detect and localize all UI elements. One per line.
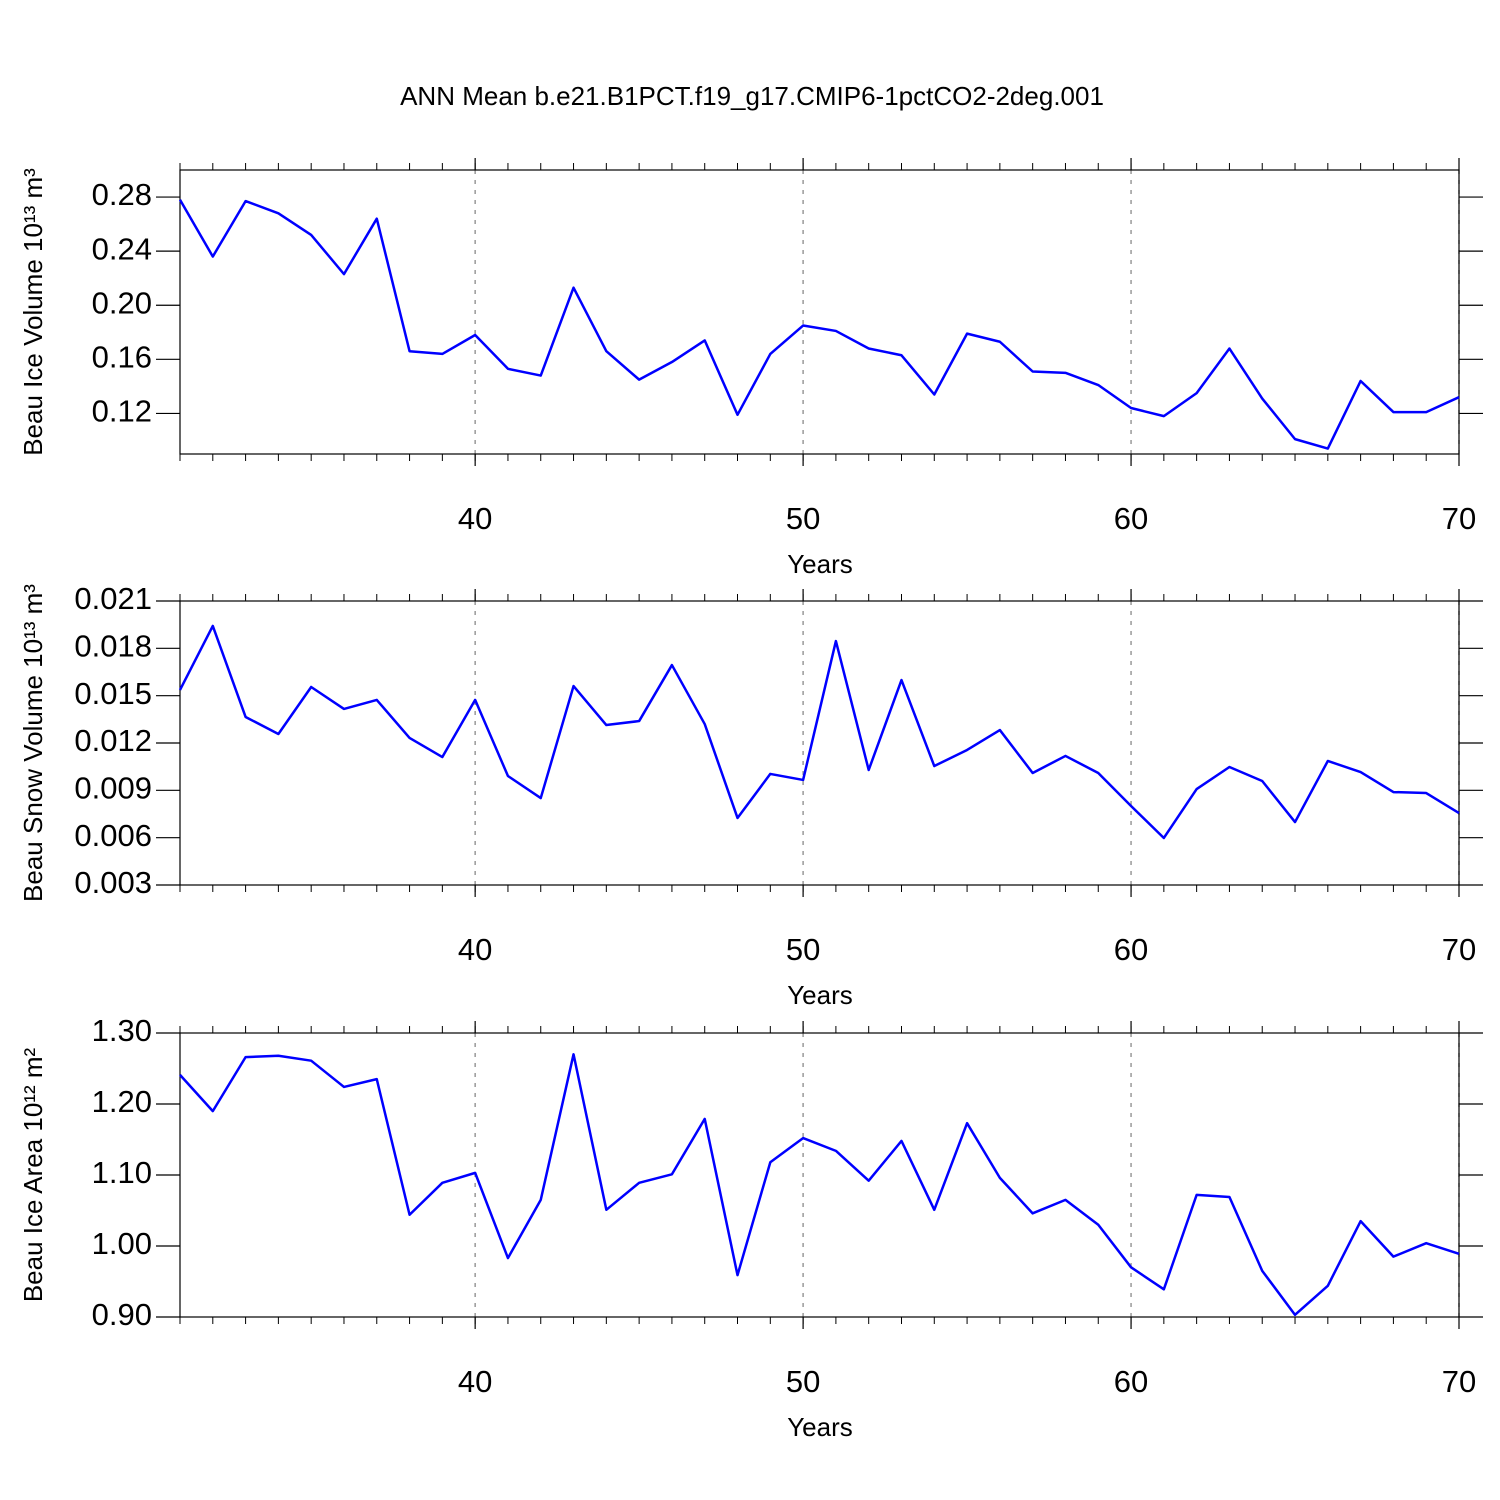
y-tick-label: 0.015	[74, 676, 152, 711]
y-tick-label: 0.009	[74, 771, 152, 806]
y-tick-label: 0.24	[92, 231, 152, 266]
plot-frame	[179, 1032, 1460, 1318]
y-tick-label: 0.16	[92, 340, 152, 375]
x-axis-label: Years	[787, 980, 853, 1010]
plot-frame	[179, 169, 1460, 455]
y-tick-label: 0.90	[92, 1297, 152, 1332]
x-tick-label: 40	[458, 932, 492, 967]
y-tick-label: 0.006	[74, 818, 152, 853]
x-tick-label: 50	[786, 932, 820, 967]
y-axis-label: Beau Ice Volume 10¹³ m³	[18, 168, 48, 456]
x-tick-label: 40	[458, 501, 492, 536]
y-tick-label: 0.003	[74, 865, 152, 900]
y-tick-label: 0.20	[92, 285, 152, 320]
y-tick-label: 1.30	[92, 1013, 152, 1048]
figure-title: ANN Mean b.e21.B1PCT.f19_g17.CMIP6-1pctC…	[400, 81, 1104, 111]
data-line	[178, 624, 1460, 840]
x-tick-label: 50	[786, 1364, 820, 1399]
y-tick-label: 0.012	[74, 723, 152, 758]
x-tick-label: 40	[458, 1364, 492, 1399]
x-tick-label: 50	[786, 501, 820, 536]
y-tick-label: 0.28	[92, 177, 152, 212]
x-tick-label: 70	[1442, 501, 1476, 536]
x-tick-label: 70	[1442, 1364, 1476, 1399]
x-axis-label: Years	[787, 1412, 853, 1442]
y-tick-label: 0.021	[74, 581, 152, 616]
y-tick-label: 0.12	[92, 394, 152, 429]
y-axis-label: Beau Ice Area 10¹² m²	[18, 1047, 48, 1302]
plot-frame	[179, 600, 1460, 886]
y-tick-label: 1.20	[92, 1084, 152, 1119]
y-tick-label: 0.018	[74, 629, 152, 664]
data-line	[178, 199, 1460, 450]
y-axis-label: Beau Snow Volume 10¹³ m³	[18, 584, 48, 902]
x-tick-label: 60	[1114, 501, 1148, 536]
x-tick-label: 60	[1114, 932, 1148, 967]
y-tick-label: 1.10	[92, 1155, 152, 1190]
x-axis-label: Years	[787, 549, 853, 579]
y-tick-label: 1.00	[92, 1226, 152, 1261]
x-tick-label: 60	[1114, 1364, 1148, 1399]
x-tick-label: 70	[1442, 932, 1476, 967]
data-line	[179, 1053, 1460, 1317]
